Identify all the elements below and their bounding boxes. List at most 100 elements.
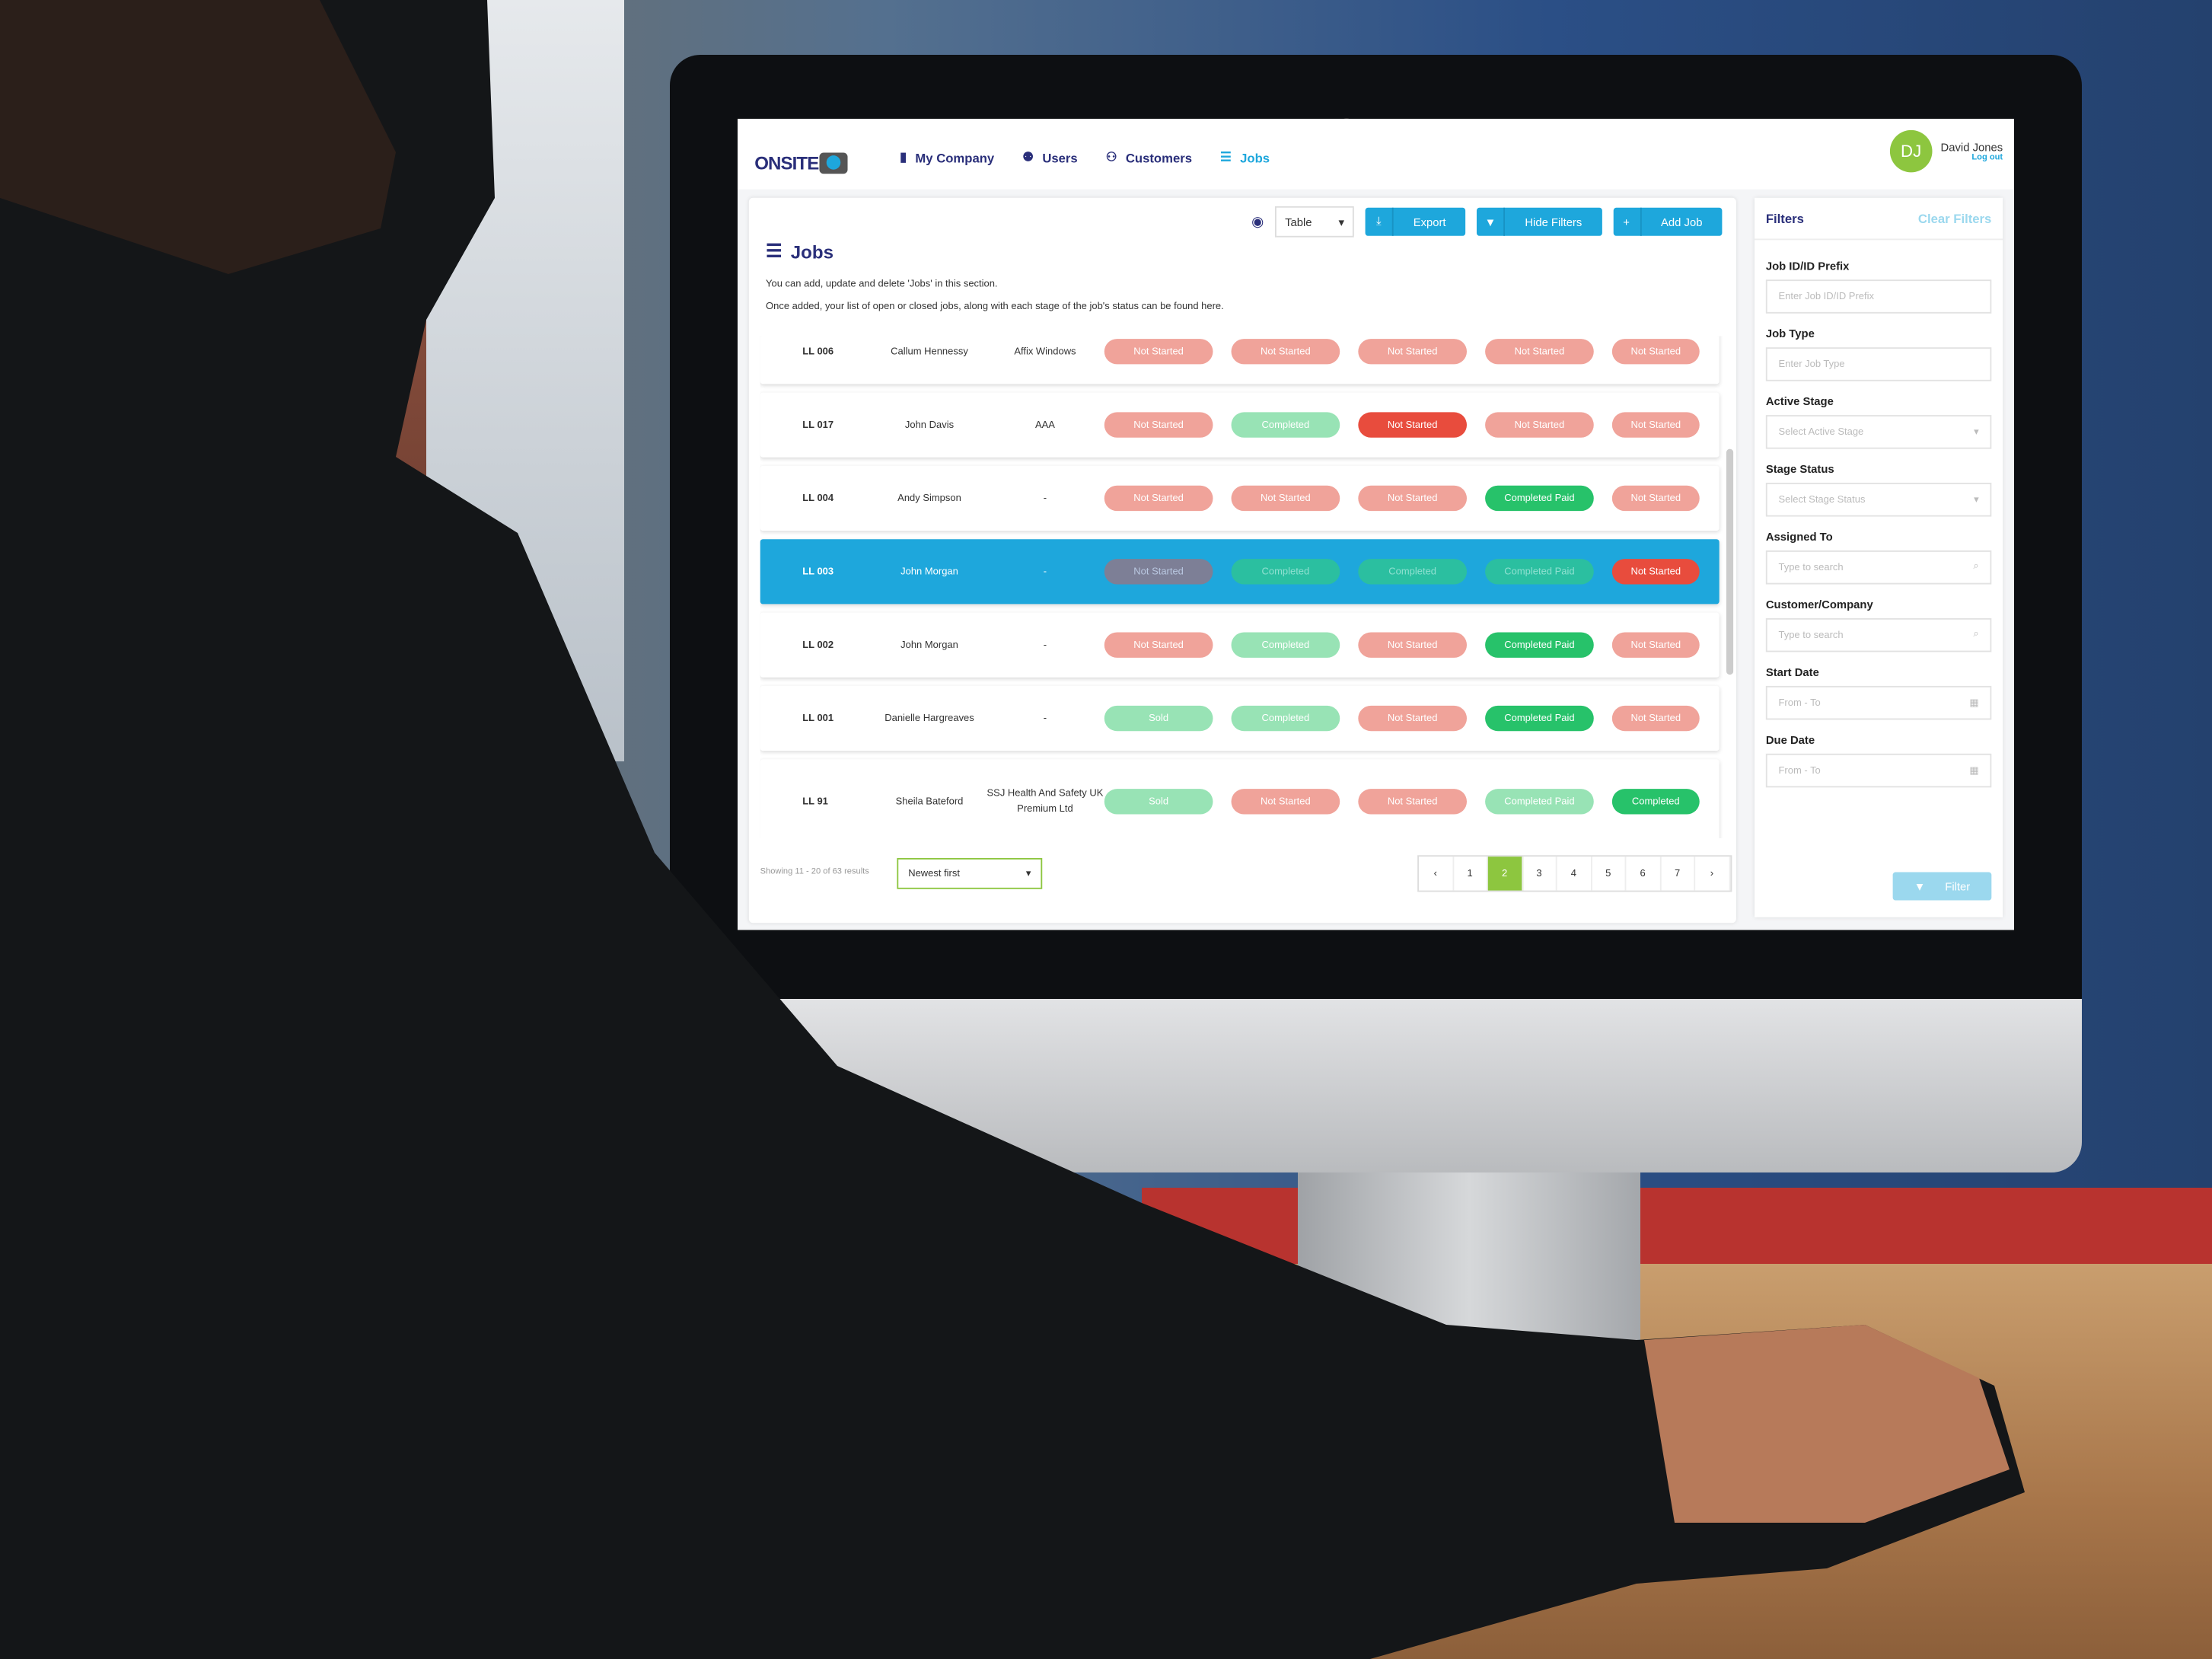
table-row[interactable]: LL 006 Callum Hennessy Affix Windows Not St… [760,336,1720,384]
stage-status-badge[interactable]: Sold [1104,705,1213,732]
stage-status-badge[interactable]: Not Started [1231,339,1340,365]
add-job-button[interactable]: + Add Job [1613,207,1723,236]
table-footer: Showing 11 - 20 of 63 results Newest fir… [749,855,1736,898]
filter-input[interactable]: Select Stage Status ▾ [1765,483,1992,517]
jobs-table-rows: LL 006 Callum Hennessy Affix Windows Not St… [760,336,1720,839]
company-name: - [1043,640,1047,650]
filter-input[interactable]: Enter Job Type [1765,347,1992,381]
clear-filters-link[interactable]: Clear Filters [1917,211,1992,225]
filter-input[interactable]: From - To ▦ [1765,685,1992,720]
filter-input[interactable]: Type to search ⌕ [1765,550,1992,585]
hide-filters-button[interactable]: ▼ Hide Filters [1477,207,1602,236]
filter-button[interactable]: ▼ Filter [1892,872,1992,901]
stage-status-badge[interactable]: Not Started [1611,485,1700,512]
stage-status-badge[interactable]: Not Started [1358,789,1468,815]
toolbar: ◉ Table ▾ ⤓ Export ▼ Hide Filters + Add Job [1251,206,1723,238]
stage-status-badge[interactable]: Not Started [1611,339,1700,365]
stage-status-badge[interactable]: Completed [1231,705,1340,732]
filter-placeholder: Select Stage Status [1778,494,1866,505]
jobs-card: ◉ Table ▾ ⤓ Export ▼ Hide Filters + Add Job … [748,197,1736,924]
filter-input[interactable]: Select Active Stage ▾ [1765,415,1992,449]
filters-header: Filters Clear Filters [1755,198,2003,241]
nav-customers[interactable]: ⚇ Customers [1105,149,1192,165]
calendar-icon: ▦ [1969,766,1979,777]
stage-status-badge[interactable]: Completed Paid [1485,632,1594,658]
caret-down-icon: ▾ [1338,215,1344,228]
customer-name: John Morgan [900,640,958,650]
table-row[interactable]: LL 003 John Morgan - Not Started Completed Co… [760,539,1720,605]
page-button[interactable]: 1 [1453,857,1488,891]
job-id: LL 91 [802,796,828,807]
filter-placeholder: Enter Job Type [1778,359,1845,369]
next-page-button[interactable]: › [1695,857,1730,891]
filters-title: Filters [1765,211,1804,225]
table-row[interactable]: LL 001 Danielle Hargreaves - Sold Completed N… [760,685,1720,751]
stage-status-badge[interactable]: Completed Paid [1485,485,1594,512]
stage-status-badge[interactable]: Completed Paid [1485,789,1594,815]
user-menu: DJ David Jones Log out [1889,129,2003,173]
stage-status-badge[interactable]: Not Started [1104,559,1213,585]
stage-status-badge[interactable]: Not Started [1104,339,1213,365]
stage-status-badge[interactable]: Completed [1231,559,1340,585]
stage-status-badge[interactable]: Not Started [1358,339,1468,365]
customer-name: John Davis [904,420,955,430]
stage-status-badge[interactable]: Not Started [1611,705,1700,732]
page-button[interactable]: 2 [1487,857,1523,891]
stage-status-badge[interactable]: Not Started [1485,412,1594,438]
page-title: ☰ Jobs [766,240,834,263]
onsite-logo[interactable]: ONSITE [754,152,849,174]
filter-input[interactable]: From - To ▦ [1765,753,1992,788]
stage-status-badge[interactable]: Not Started [1231,485,1340,512]
list-icon: ☰ [1220,149,1232,164]
page-button[interactable]: 6 [1626,857,1661,891]
logout-link[interactable]: Log out [1971,153,2003,162]
table-row[interactable]: LL 002 John Morgan - Not Started Completed No… [760,612,1720,678]
user-name: David Jones [1940,140,2003,154]
page-button[interactable]: 7 [1661,857,1696,891]
stage-status-badge[interactable]: Completed [1231,412,1340,438]
avatar[interactable]: DJ [1889,129,1933,173]
page-button[interactable]: 3 [1522,857,1557,891]
nav-users[interactable]: ⚉ Users [1022,149,1078,165]
stage-status-badge[interactable]: Not Started [1611,559,1700,585]
stage-status-badge[interactable]: Not Started [1231,789,1340,815]
view-select[interactable]: Table ▾ [1275,206,1354,238]
customers-icon: ⚇ [1105,149,1117,164]
stage-status-badge[interactable]: Completed [1611,789,1700,815]
stage-status-badge[interactable]: Not Started [1104,632,1213,658]
stage-status-badge[interactable]: Not Started [1611,412,1700,438]
table-row[interactable]: LL 017 John Davis AAA Not Started Completed N… [760,392,1720,458]
page-button[interactable]: 4 [1557,857,1592,891]
stage-status-badge[interactable]: Not Started [1611,632,1700,658]
prev-page-button[interactable]: ‹ [1419,857,1454,891]
nav-my-company[interactable]: ▮ My Company [900,149,995,165]
page-button[interactable]: 5 [1592,857,1627,891]
filter-icon: ▼ [1477,207,1506,236]
stage-status-badge[interactable]: Sold [1104,789,1213,815]
stage-status-badge[interactable]: Completed [1231,632,1340,658]
stage-status-badge[interactable]: Not Started [1104,485,1213,512]
stage-status-badge[interactable]: Not Started [1104,412,1213,438]
stage-status-badge[interactable]: Completed Paid [1485,705,1594,732]
stage-status-badge[interactable]: Not Started [1358,412,1468,438]
stage-status-badge[interactable]: Not Started [1358,632,1468,658]
stage-status-badge[interactable]: Not Started [1358,705,1468,732]
export-button[interactable]: ⤓ Export [1365,207,1466,236]
table-scrollbar[interactable] [1726,448,1734,675]
table-row[interactable]: LL 91 Sheila Bateford SSJ Health And Safet… [760,759,1720,839]
filter-input[interactable]: Enter Job ID/ID Prefix [1765,279,1992,314]
nav-jobs[interactable]: ☰ Jobs [1220,149,1270,165]
stage-status-badge[interactable]: Not Started [1358,485,1468,512]
filter-input[interactable]: Type to search ⌕ [1765,617,1992,652]
filters-body: Job ID/ID Prefix Enter Job ID/ID Prefix Jo… [1755,240,2003,793]
stage-status-badge[interactable]: Not Started [1485,339,1594,365]
building-icon: ▮ [900,149,907,164]
table-row[interactable]: LL 004 Andy Simpson - Not Started Not Starte… [760,465,1720,531]
filter-label: Job ID/ID Prefix [1765,260,1850,273]
company-name: - [1043,493,1047,503]
stage-status-badge[interactable]: Completed [1358,559,1468,585]
app-screen: ONSITE ▮ My Company ⚉ Users ⚇ Customers ☰ Jo… [738,119,2014,930]
sort-select[interactable]: Newest first ▾ [897,857,1043,889]
stage-status-badge[interactable]: Completed Paid [1485,559,1594,585]
